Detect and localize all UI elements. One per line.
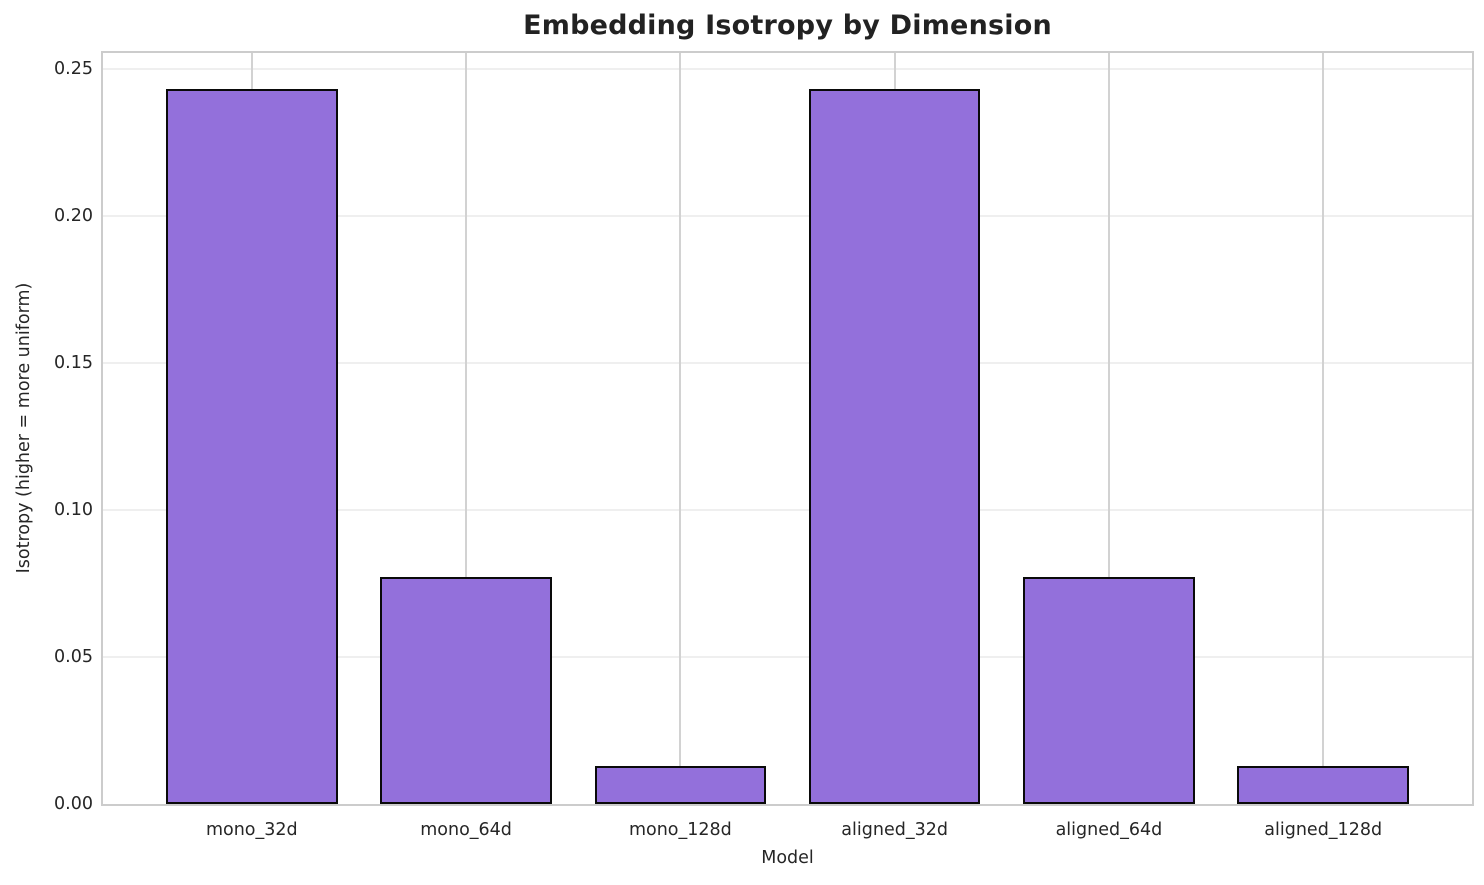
x-tick-label: mono_32d: [205, 820, 298, 840]
plot-area: [101, 51, 1474, 806]
y-axis-label: Isotropy (higher = more uniform): [14, 282, 34, 574]
y-tick-label: 0.05: [54, 646, 93, 667]
bar-aligned_32d: [808, 89, 981, 804]
y-tick-label: 0.20: [54, 205, 93, 226]
y-tick-label: 0.25: [54, 58, 93, 79]
bar-mono_128d: [594, 765, 767, 804]
x-tick-label: aligned_128d: [1264, 820, 1383, 840]
bar-mono_64d: [380, 577, 552, 804]
y-gridline: [103, 508, 1472, 511]
x-tick-label: aligned_64d: [1055, 820, 1163, 840]
x-gridline: [1107, 53, 1110, 804]
y-gridline: [103, 361, 1472, 364]
bar-aligned_128d: [1237, 765, 1409, 804]
y-tick-label: 0.10: [54, 499, 93, 520]
bar-mono_32d: [166, 89, 338, 804]
y-gridline: [103, 67, 1472, 70]
x-tick-label: mono_128d: [628, 820, 732, 840]
chart-title: Embedding Isotropy by Dimension: [523, 10, 1052, 41]
y-tick-label: 0.00: [54, 794, 93, 814]
x-tick-label: aligned_32d: [841, 820, 948, 840]
x-axis-label: Model: [761, 848, 814, 868]
x-gridline: [1322, 53, 1325, 804]
y-gridline: [103, 655, 1472, 658]
y-tick-label: 0.15: [54, 352, 93, 373]
bar-aligned_64d: [1023, 577, 1195, 804]
x-gridline: [679, 53, 682, 804]
x-tick-label: mono_64d: [420, 820, 512, 840]
y-gridline: [103, 214, 1472, 217]
x-gridline: [465, 53, 468, 804]
